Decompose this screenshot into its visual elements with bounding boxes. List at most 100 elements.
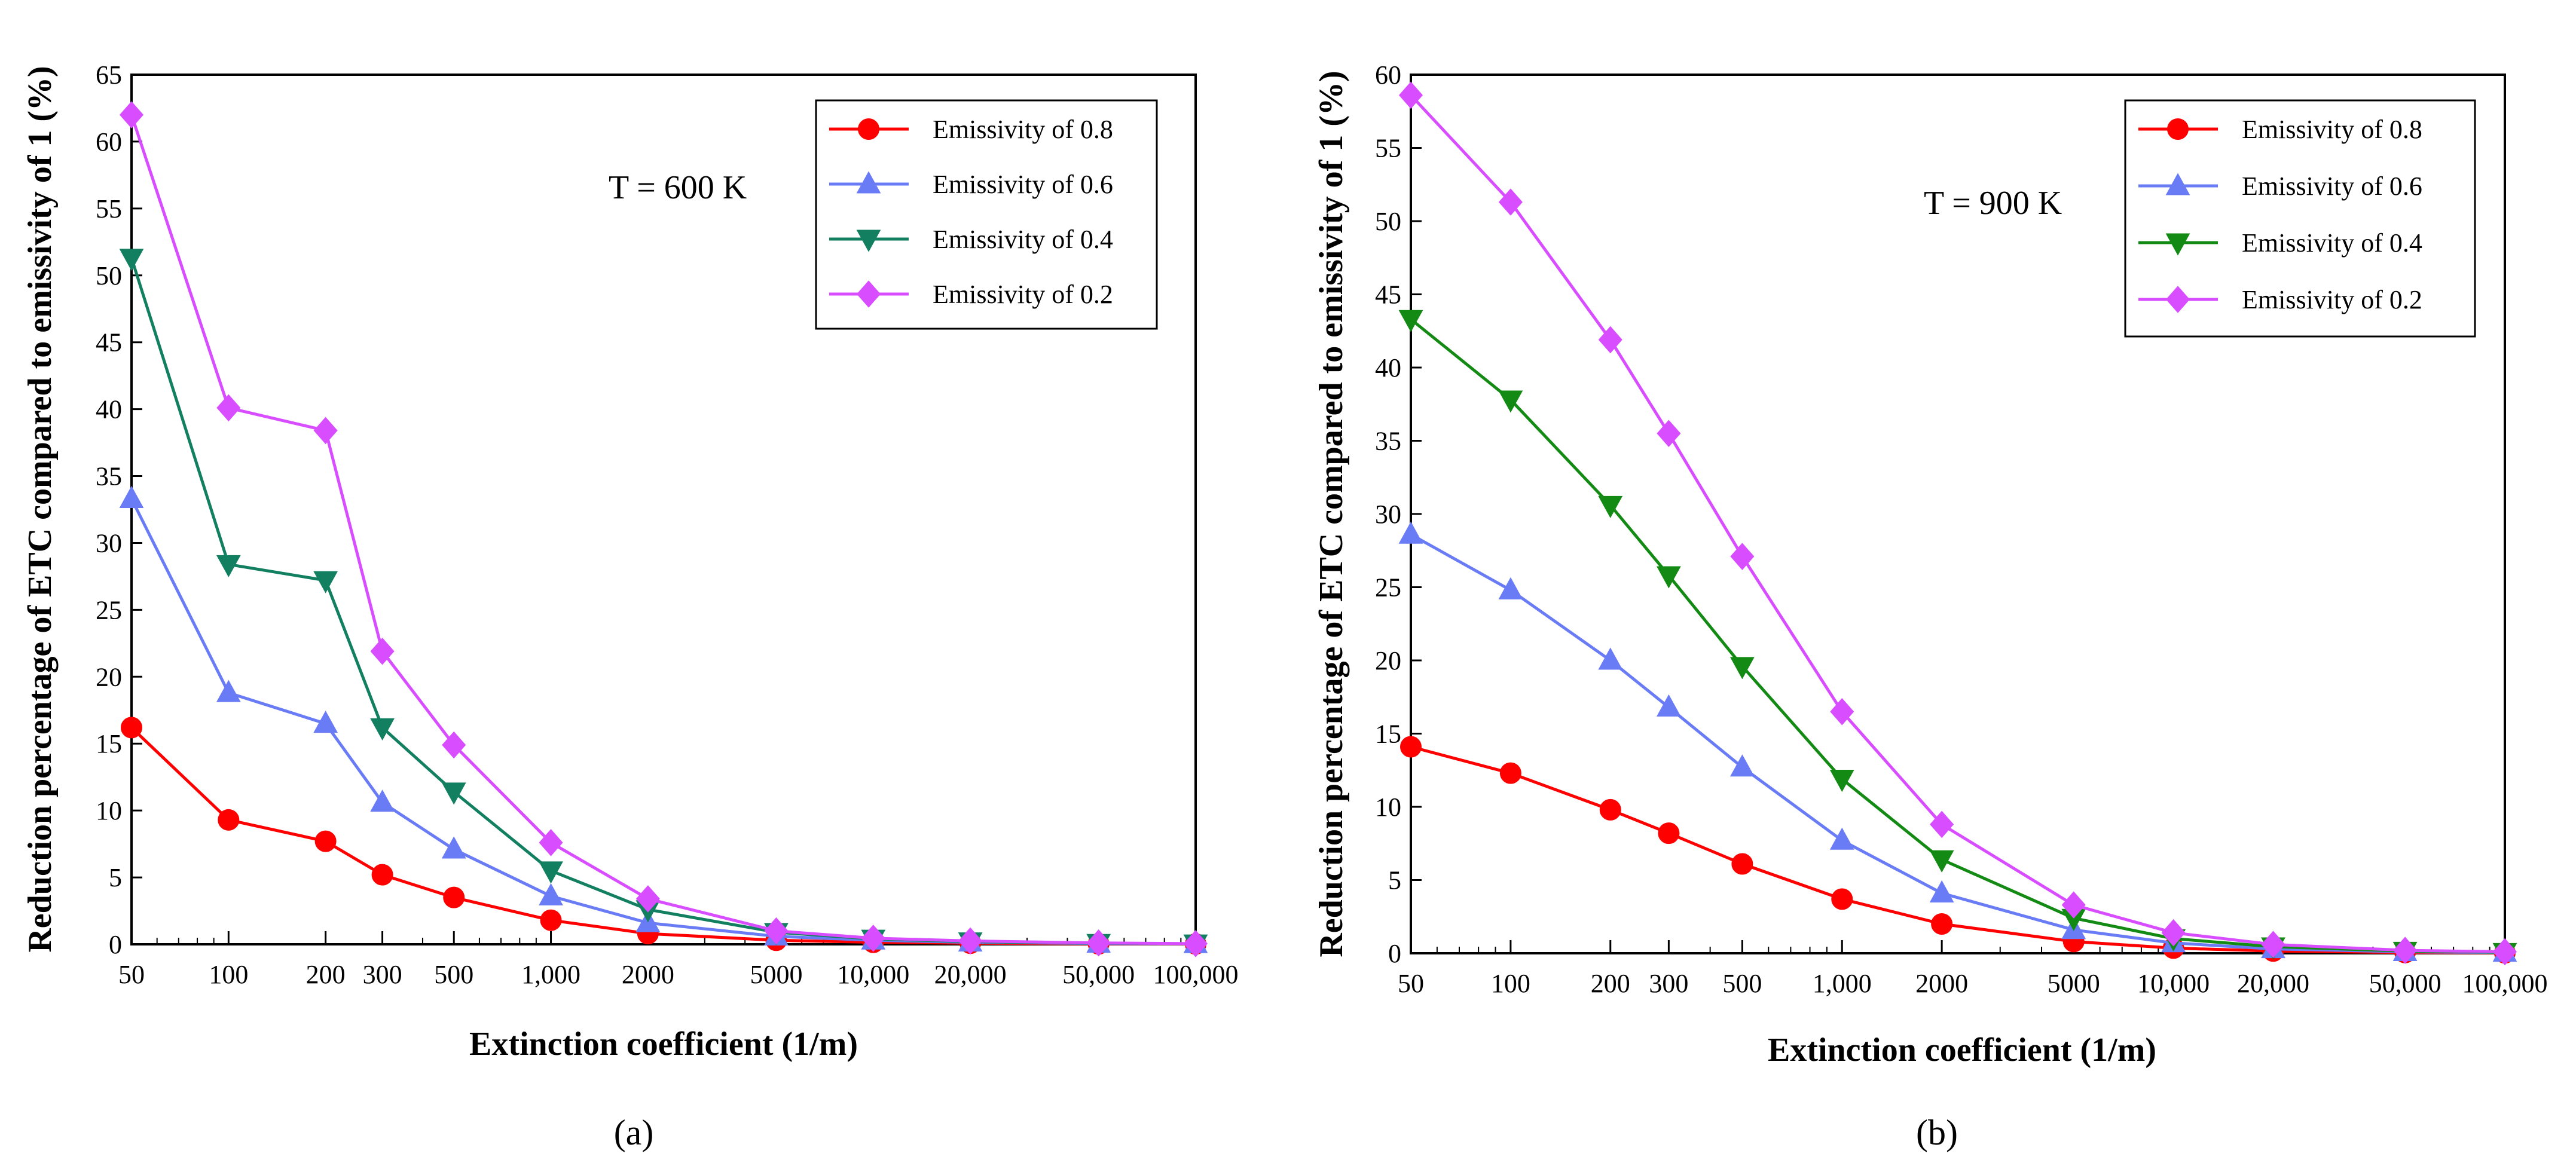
x-tick-label: 5000 [750,960,802,989]
data-point [1599,798,1621,821]
legend-marker [856,171,881,194]
legend-label: Emissivity of 0.6 [933,170,1113,199]
data-point [1498,577,1523,599]
legend-label: Emissivity of 0.8 [933,115,1113,144]
x-tick-label: 50,000 [1062,960,1135,989]
data-point [216,680,241,702]
y-tick-label: 20 [1375,646,1401,675]
data-point [1398,521,1423,544]
data-point [635,885,660,913]
panel-label: (a) [614,1113,654,1152]
data-point [1498,188,1523,216]
y-tick-label: 50 [96,261,122,290]
data-point [1598,495,1623,518]
data-point [2061,891,2086,919]
data-point [1730,543,1755,570]
data-point [1400,736,1422,758]
y-axis-title: Reduction percentage of ETC compared to … [1313,71,1350,957]
data-point [539,883,563,905]
data-point [1729,754,1755,777]
y-tick-label: 30 [96,528,122,558]
legend-marker [2165,233,2190,256]
x-axis-title: Extinction coefficient (1/m) [1768,1032,2156,1069]
y-tick-label: 10 [1375,792,1401,822]
data-point [1731,853,1753,875]
y-tick-label: 15 [96,729,122,758]
data-point [1831,888,1853,910]
data-point [539,861,563,884]
data-point [1657,420,1681,448]
data-point [764,917,789,945]
data-point [441,836,466,859]
data-point [1929,850,1954,873]
x-tick-label: 300 [1649,969,1688,998]
y-tick-label: 35 [1375,427,1401,456]
data-point [443,886,465,908]
y-tick-label: 65 [96,60,122,90]
y-tick-label: 15 [1375,720,1401,749]
data-point [313,417,338,445]
y-tick-label: 5 [1388,866,1401,895]
data-point [1658,822,1680,844]
x-tick-label: 50 [118,960,145,989]
data-point [441,782,466,805]
data-point [1183,930,1208,957]
data-point [1398,81,1423,109]
data-point [370,718,395,740]
y-tick-label: 35 [96,462,122,491]
y-axis-title: Reduction percentage of ETC compared to … [22,66,59,952]
data-point [313,571,338,593]
legend-label: Emissivity of 0.6 [2242,172,2422,201]
y-tick-label: 60 [96,127,122,157]
y-tick-label: 0 [109,930,122,959]
x-tick-label: 10,000 [2137,969,2210,998]
x-tick-label: 500 [434,960,473,989]
y-tick-label: 30 [1375,500,1401,529]
data-point [371,864,393,886]
data-point [1656,694,1681,717]
y-tick-label: 60 [1375,60,1401,90]
chart-panel-b: 0 5 10 15 20 25 30 35 40 45 50 55 60 50 100 200 300 500 1,… [1313,60,2548,1152]
data-point [1656,566,1681,589]
data-point [958,927,983,955]
series-line-4 [130,114,1196,945]
temperature-annotation: T = 900 K [1924,185,2062,222]
x-tick-label: 100 [209,960,248,989]
x-tick-label: 100,000 [1153,960,1239,989]
data-point [2393,937,2418,964]
data-point [119,249,144,271]
series-line-4 [1410,94,2505,953]
data-point [539,829,563,856]
data-point [1598,326,1622,354]
plot-frame [130,74,1197,945]
series-line-2 [1410,533,2505,954]
legend-label: Emissivity of 0.2 [2242,285,2422,314]
x-tick-label: 20,000 [2237,969,2309,998]
legend: Emissivity of 0.8 Emissivity of 0.6 Emissi… [2124,99,2476,338]
legend-label: Emissivity of 0.4 [2242,228,2422,258]
data-point [218,809,240,831]
y-tick-label: 55 [96,194,122,224]
y-tick-label: 45 [96,328,122,357]
legend-marker [2165,286,2190,313]
data-point [1086,929,1111,957]
data-point [540,909,562,931]
x-tick-label: 100 [1491,969,1530,998]
y-tick-label: 40 [96,395,122,424]
x-tick-label: 10,000 [837,960,909,989]
y-tick-label: 0 [1388,939,1401,968]
data-point [119,485,144,509]
legend: Emissivity of 0.8 Emissivity of 0.6 Emissi… [815,99,1158,330]
data-point [313,711,338,733]
data-point [1929,880,1954,902]
x-tick-label: 50 [1398,969,1424,998]
x-tick-label: 2000 [622,960,674,989]
y-tick-label: 5 [109,863,122,892]
x-tick-label: 200 [306,960,346,989]
data-point [1398,310,1423,332]
legend-label: Emissivity of 0.8 [2242,115,2422,144]
data-point [2261,931,2285,959]
y-tick-label: 55 [1375,134,1401,163]
x-tick-label: 20,000 [934,960,1007,989]
